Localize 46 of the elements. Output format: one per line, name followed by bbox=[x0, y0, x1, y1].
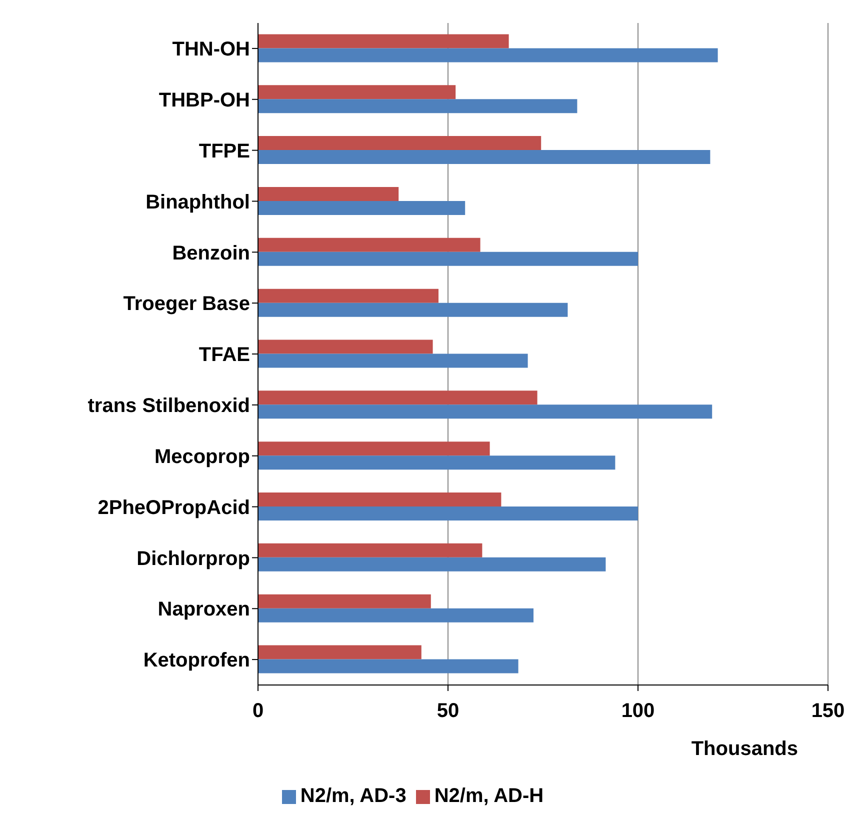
bar bbox=[258, 594, 431, 608]
bar bbox=[258, 48, 718, 62]
legend-label: N2/m, AD-H bbox=[434, 785, 544, 807]
bar bbox=[258, 506, 638, 521]
y-tick-label: Mecoprop bbox=[154, 446, 250, 468]
x-tick-label: 100 bbox=[621, 700, 655, 722]
bar bbox=[258, 252, 638, 266]
y-tick-label: Dichlorprop bbox=[136, 548, 250, 570]
bar bbox=[258, 99, 578, 114]
bar bbox=[258, 34, 509, 48]
x-tick-label: 50 bbox=[436, 700, 460, 722]
x-axis-title: Thousands bbox=[691, 738, 798, 760]
legend-label: N2/m, AD-3 bbox=[300, 785, 406, 807]
bar bbox=[258, 557, 606, 572]
bar bbox=[258, 645, 422, 660]
bar bbox=[258, 492, 502, 507]
bar bbox=[258, 354, 528, 368]
bar bbox=[258, 288, 438, 303]
bar bbox=[258, 238, 480, 252]
x-tick-label: 0 bbox=[252, 700, 264, 722]
bar bbox=[258, 85, 456, 100]
bar bbox=[258, 136, 542, 150]
bar bbox=[258, 340, 433, 354]
y-tick-label: TFPE bbox=[198, 140, 250, 162]
bar bbox=[258, 608, 534, 622]
y-tick-label: TFAE bbox=[198, 344, 250, 366]
bar bbox=[258, 404, 712, 419]
y-tick-label: Naproxen bbox=[158, 598, 250, 621]
y-tick-label: Binaphthol bbox=[146, 191, 250, 214]
bar bbox=[258, 186, 399, 201]
bar bbox=[258, 442, 490, 456]
y-tick-label: Benzoin bbox=[172, 242, 250, 264]
bar bbox=[258, 302, 568, 317]
bar bbox=[258, 150, 710, 164]
y-tick-label: THBP-OH bbox=[158, 89, 250, 112]
y-tick-label: THN-OH bbox=[172, 38, 250, 61]
bar bbox=[258, 543, 482, 558]
y-tick-label: 2PheOPropAcid bbox=[98, 496, 250, 519]
y-tick-label: Troeger Base bbox=[123, 293, 250, 316]
x-tick-label: 150 bbox=[811, 700, 845, 722]
bar bbox=[258, 659, 518, 674]
y-tick-label: Ketoprofen bbox=[143, 650, 250, 672]
bar bbox=[258, 456, 616, 470]
y-tick-label: trans Stilbenoxid bbox=[88, 395, 250, 418]
bar bbox=[258, 390, 538, 405]
bar bbox=[258, 200, 466, 215]
